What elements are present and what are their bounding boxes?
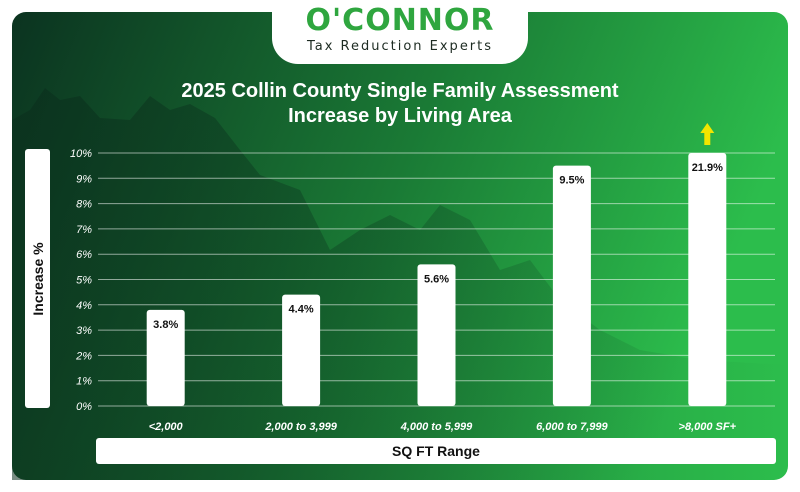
x-tick-label: 2,000 to 3,999 <box>264 421 337 433</box>
bar-data-label: 4.4% <box>289 304 314 316</box>
bar <box>146 309 185 406</box>
chart-title-line-2: Increase by Living Area <box>288 105 512 127</box>
background-hills <box>12 88 788 480</box>
x-tick-label: <2,000 <box>149 421 184 433</box>
x-tick-label: >8,000 SF+ <box>679 421 737 433</box>
y-axis-label-box: Increase % <box>25 149 50 408</box>
x-tick-label: 4,000 to 5,999 <box>400 421 473 433</box>
y-tick-label: 4% <box>76 300 92 312</box>
y-tick-label: 1% <box>76 376 92 388</box>
y-tick-label: 0% <box>76 401 92 413</box>
y-tick-label: 10% <box>70 148 92 160</box>
y-tick-label: 6% <box>76 249 92 261</box>
y-tick-label: 7% <box>76 224 92 236</box>
y-tick-label: 8% <box>76 199 92 211</box>
bar-data-label: 3.8% <box>153 319 178 331</box>
y-tick-label: 2% <box>75 350 92 362</box>
y-tick-label: 5% <box>76 275 92 287</box>
x-tick-label: 6,000 to 7,999 <box>536 421 608 433</box>
bar <box>417 264 456 406</box>
logo-tagline: Tax Reduction Experts <box>306 39 494 54</box>
bar <box>552 165 591 406</box>
logo-brand: O'CONNOR <box>305 3 495 38</box>
bar <box>282 294 321 406</box>
x-axis-label-box: SQ FT Range <box>96 438 776 464</box>
chart-title-line-1: 2025 Collin County Single Family Assessm… <box>181 80 619 102</box>
bar-data-label: 9.5% <box>559 175 584 187</box>
bar-data-label: 5.6% <box>424 273 449 285</box>
logo-badge: O'CONNOR Tax Reduction Experts <box>272 0 528 64</box>
overflow-up-arrow-icon <box>700 123 715 145</box>
bar-data-label: 21.9% <box>692 162 723 174</box>
y-axis-label: Increase % <box>29 241 46 316</box>
x-axis-label: SQ FT Range <box>392 443 480 459</box>
y-tick-label: 9% <box>76 173 92 185</box>
bar <box>688 153 727 406</box>
y-tick-label: 3% <box>76 325 92 337</box>
